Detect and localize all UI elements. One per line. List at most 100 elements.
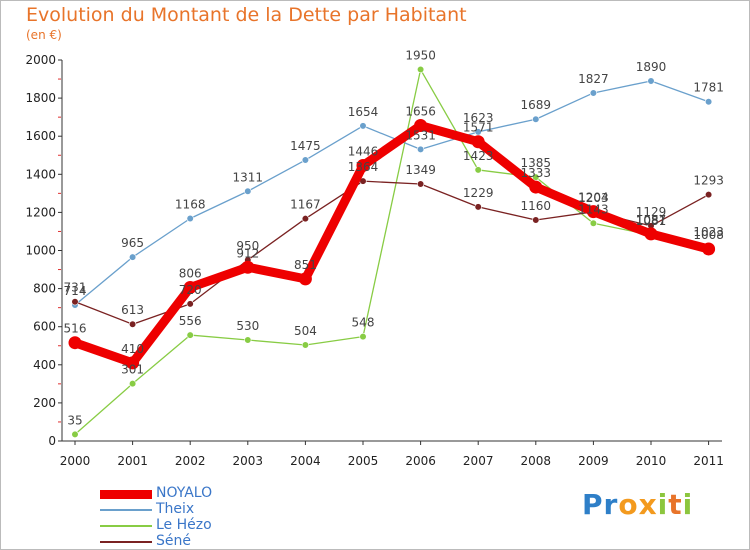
data-label: 556 [179,314,202,328]
y-tick-label: 600 [33,320,56,334]
data-point [71,298,79,306]
logo-letter: t [668,488,683,521]
data-point [589,89,598,97]
y-tick-label: 200 [33,396,56,410]
data-label: 1950 [405,49,436,63]
x-tick-label: 2001 [117,454,148,468]
data-label: 1168 [175,197,206,211]
legend-swatch [100,541,152,543]
y-tick-label: 2000 [25,53,56,67]
data-label: 1349 [405,163,436,177]
data-label: 1531 [405,128,436,142]
data-label: 965 [121,236,144,250]
logo-letter: P [582,488,604,521]
data-label: 516 [64,322,87,336]
data-point [301,215,310,223]
x-tick-label: 2010 [636,454,667,468]
data-point [359,333,367,341]
data-label: 912 [236,246,259,260]
data-point [417,145,425,153]
data-label: 410 [121,342,144,356]
data-point [68,336,82,350]
series-line-2 [74,68,710,435]
chart-title: Evolution du Montant de la Dette par Hab… [26,4,467,26]
legend-label: Séné [156,533,191,549]
data-label: 1333 [521,166,552,180]
x-tick-label: 2000 [60,454,91,468]
data-point [186,331,194,339]
data-label: 35 [67,413,82,427]
legend-label: Le Hézo [156,517,212,533]
data-point [532,173,540,181]
data-point [474,166,482,174]
proxiti-logo: Proxiti [582,488,693,521]
legend-swatch [100,509,152,511]
data-label: 851 [294,258,317,272]
data-point [702,242,716,256]
y-tick-label: 800 [33,282,56,296]
data-point [129,380,137,388]
data-point [644,227,658,241]
y-tick-label: 0 [48,434,56,448]
data-label: 548 [352,316,375,330]
data-label: 613 [121,303,144,317]
data-label: 1023 [693,225,724,239]
data-point [532,216,540,224]
y-tick-label: 1600 [25,129,56,143]
data-label: 530 [236,319,259,333]
data-label: 1781 [693,81,724,95]
logo-letter: o [618,488,639,521]
data-point [186,300,194,308]
x-tick-label: 2004 [290,454,321,468]
data-point [71,430,79,438]
data-point [126,356,140,370]
data-point [241,260,255,274]
data-label: 1293 [693,174,724,188]
data-label: 1423 [463,149,494,163]
data-label: 1160 [521,199,552,213]
logo-letter: i [657,488,669,521]
data-point [414,119,428,133]
data-label: 720 [179,283,202,297]
data-label: 731 [64,281,87,295]
data-label: 301 [121,363,144,377]
data-point [359,122,367,130]
data-point [301,341,310,349]
y-tick-label: 1400 [25,167,56,181]
data-point [183,280,197,294]
data-point [589,219,598,227]
data-point [129,253,137,261]
data-point [474,203,482,211]
data-point [417,180,425,188]
x-tick-label: 2011 [693,454,724,468]
chart-subtitle: (en €) [26,28,62,42]
data-label: 1623 [463,111,494,125]
legend-label: NOYALO [156,485,213,501]
y-tick-label: 1800 [25,91,56,105]
data-label: 1364 [348,160,379,174]
data-label: 1656 [405,105,436,119]
data-label: 1311 [233,170,264,184]
x-tick-label: 2005 [348,454,379,468]
data-point [186,214,194,223]
data-label: 1689 [521,98,552,112]
data-label: 950 [236,239,259,253]
x-tick-label: 2003 [233,454,264,468]
data-label: 1827 [578,72,609,86]
data-label: 1890 [636,60,667,74]
y-tick-label: 1000 [25,244,56,258]
x-tick-label: 2006 [405,454,436,468]
series-line-1 [74,80,710,306]
data-point [417,65,425,74]
data-point [471,135,485,149]
legend-swatch [100,489,152,499]
data-label: 1654 [348,105,379,119]
y-tick-label: 1200 [25,205,56,219]
legend-label: Theix [156,501,195,517]
data-point [244,187,252,195]
data-point [704,98,713,106]
data-label: 1129 [636,205,667,219]
data-label: 1143 [578,202,609,216]
data-label: 1081 [636,214,667,228]
